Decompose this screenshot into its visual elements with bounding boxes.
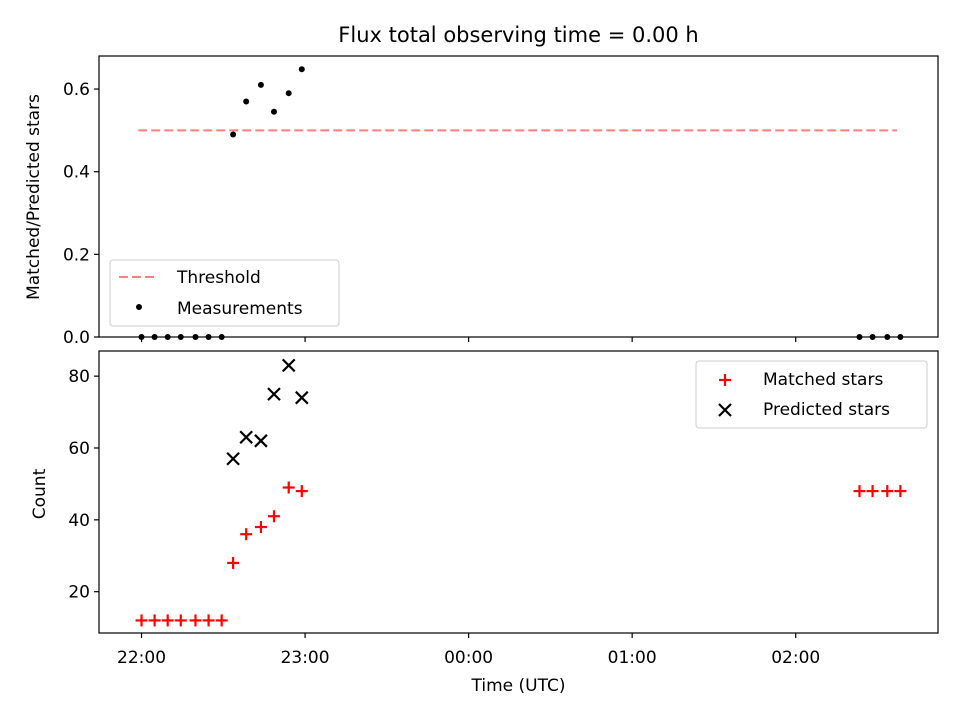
predicted-point — [267, 387, 281, 401]
matched-point — [161, 614, 174, 627]
measurement-point — [230, 131, 237, 138]
matched-point — [881, 485, 894, 498]
y-tick-label: 0.0 — [63, 328, 90, 348]
y-tick-label: 60 — [68, 439, 90, 459]
measurement-point — [298, 66, 305, 73]
measurement-point — [285, 90, 292, 97]
panel-count: 20 40 60 80 22:00 23:00 00:00 01:00 02:00 Matched… — [68, 350, 939, 668]
matched-point — [295, 485, 308, 498]
matched-point — [254, 521, 267, 534]
matched-point — [282, 481, 295, 494]
matched-point — [866, 485, 879, 498]
matched-point — [853, 485, 866, 498]
predicted-point — [295, 390, 309, 405]
legend-threshold-label: Threshold — [176, 268, 261, 288]
matched-point — [215, 614, 228, 627]
measurement-point — [257, 81, 264, 88]
x-axis-label: Time (UTC) — [471, 676, 566, 696]
y-axis-label-top: Matched/Predicted stars — [24, 94, 44, 300]
predicted-point — [226, 451, 240, 466]
matched-point — [267, 510, 280, 523]
legend-predicted-label: Predicted stars — [763, 400, 890, 420]
matched-point — [189, 614, 202, 627]
legend-matched-label: Matched stars — [763, 370, 883, 390]
y-tick-label: 0.4 — [63, 163, 90, 183]
matched-point — [148, 614, 161, 627]
matched-point — [227, 556, 240, 569]
chart-title: Flux total observing time = 0.00 h — [338, 23, 698, 47]
legend-predicted-swatch — [718, 403, 732, 417]
y-tick-label: 0.2 — [63, 245, 90, 265]
x-tick-label: 00:00 — [444, 648, 493, 668]
y-tick-label: 0.6 — [63, 80, 90, 100]
panel-ratio: 0.0 0.2 0.4 0.6 Threshold Measurements — [63, 55, 939, 348]
x-tick-label: 23:00 — [281, 648, 330, 668]
matched-point — [135, 614, 148, 627]
legend-matched-swatch — [719, 374, 731, 386]
legend-box — [695, 360, 928, 429]
y-tick-label: 20 — [68, 583, 90, 603]
matched-point — [894, 485, 907, 498]
x-tick-label: 22:00 — [117, 648, 166, 668]
legend-box — [109, 259, 340, 327]
matched-point — [174, 614, 187, 627]
measurement-point — [243, 98, 250, 105]
y-tick-label: 40 — [68, 511, 90, 531]
matched-point — [240, 528, 253, 541]
measurement-point — [270, 108, 277, 115]
axes-frame — [98, 55, 939, 338]
legend-measurement-swatch — [136, 304, 142, 310]
axes-frame — [98, 350, 939, 634]
predicted-point — [239, 430, 253, 444]
matched-point — [202, 614, 215, 627]
x-tick-label: 01:00 — [608, 648, 657, 668]
predicted-point — [254, 434, 268, 448]
y-axis-label-bottom: Count — [30, 468, 50, 519]
y-tick-label: 80 — [68, 367, 90, 387]
predicted-point — [281, 358, 296, 373]
legend: Matched stars Predicted stars — [695, 360, 928, 429]
legend: Threshold Measurements — [109, 259, 340, 327]
x-tick-label: 02:00 — [771, 648, 820, 668]
legend-measurement-label: Measurements — [177, 299, 303, 319]
